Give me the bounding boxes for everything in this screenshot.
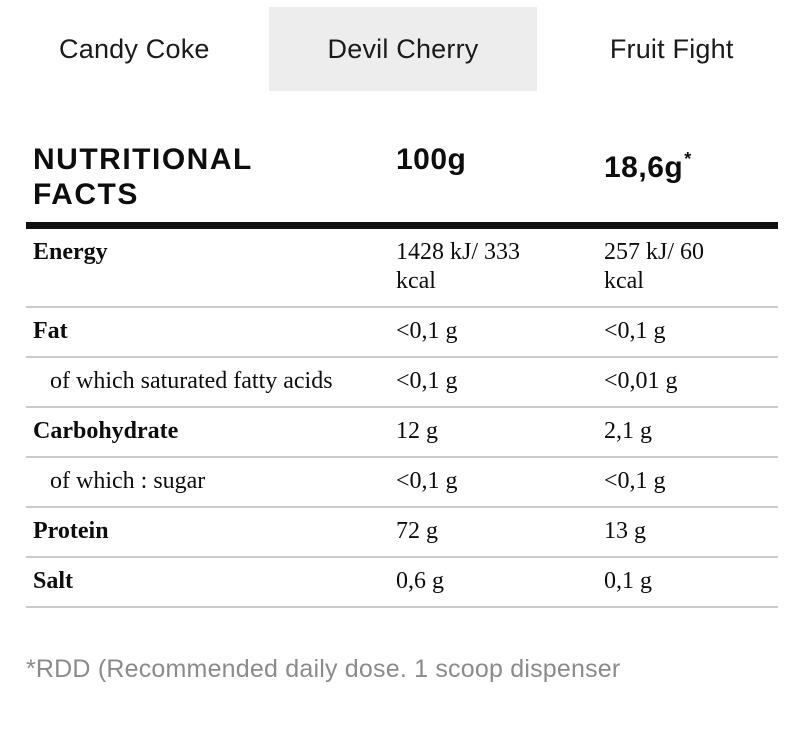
rdd-footnote: *RDD (Recommended daily dose. 1 scoop di… [26,655,621,683]
table-row-fat: Fat <0,1 g <0,1 g [26,308,778,358]
per100-value: 12 g [396,418,438,444]
per100-value: 0,6 g [396,568,444,594]
per100-value: 72 g [396,518,438,544]
tab-candy-coke[interactable]: Candy Coke [59,33,210,64]
per100-value: 1428 kJ/ 333 kcal [396,239,521,294]
per100-value: <0,1 g [396,318,458,344]
table-title: NUTRITIONAL FACTS [26,142,396,212]
nutrient-label: Salt [33,568,74,594]
serving-size: 18,6g [604,151,684,184]
nutrient-label: Carbohydrate [33,418,179,444]
nutrient-label: of which : sugar [50,468,206,494]
serving-value: 13 g [604,518,646,544]
asterisk-mark: * [684,149,692,169]
column-header-per100: 100g [396,143,467,176]
serving-value: <0,01 g [604,368,678,394]
table-row-protein: Protein 72 g 13 g [26,508,778,558]
nutrient-label: Energy [33,239,108,265]
table-row-energy: Energy 1428 kJ/ 333 kcal 257 kJ/ 60 kcal [26,229,778,308]
table-row-saturated-fat: of which saturated fatty acids <0,1 g <0… [26,358,778,408]
nutrient-label: of which saturated fatty acids [50,368,333,394]
serving-value: 257 kJ/ 60 kcal [604,239,705,294]
table-title-line2: FACTS [33,178,139,211]
tab-devil-cherry[interactable]: Devil Cherry [268,7,538,91]
nutrient-label: Protein [33,518,109,544]
nutrient-label: Fat [33,318,68,344]
serving-value: <0,1 g [604,468,666,494]
column-header-serving: 18,6g* [604,142,778,212]
per100-value: <0,1 g [396,468,458,494]
table-row-sugar: of which : sugar <0,1 g <0,1 g [26,458,778,508]
nutrition-table: NUTRITIONAL FACTS 100g 18,6g* Energy 142… [26,91,778,608]
table-row-salt: Salt 0,6 g 0,1 g [26,558,778,608]
serving-value: <0,1 g [604,318,666,344]
flavor-tabbar: Candy Coke Devil Cherry Fruit Fight [0,7,806,91]
table-title-line1: NUTRITIONAL [33,143,253,176]
serving-value: 2,1 g [604,418,652,444]
table-row-carbohydrate: Carbohydrate 12 g 2,1 g [26,408,778,458]
per100-value: <0,1 g [396,368,458,394]
table-header-row: NUTRITIONAL FACTS 100g 18,6g* [26,91,778,229]
serving-value: 0,1 g [604,568,652,594]
tab-fruit-fight[interactable]: Fruit Fight [609,33,734,64]
